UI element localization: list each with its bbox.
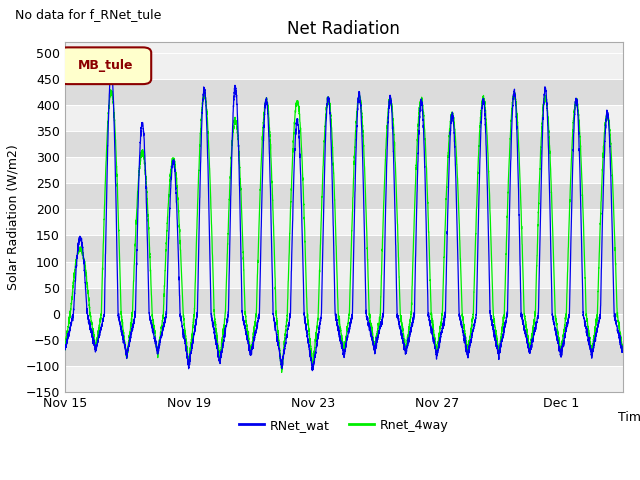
Title: Net Radiation: Net Radiation [287, 20, 400, 38]
Bar [65, 262, 623, 288]
Bar [65, 53, 623, 79]
Text: MB_tule: MB_tule [77, 59, 133, 72]
Y-axis label: Solar Radiation (W/m2): Solar Radiation (W/m2) [7, 144, 20, 290]
Bar [65, 340, 623, 366]
Bar [65, 79, 623, 105]
Bar [65, 288, 623, 314]
Bar [65, 366, 623, 392]
FancyBboxPatch shape [59, 48, 151, 84]
X-axis label: Time: Time [618, 411, 640, 424]
Bar [65, 314, 623, 340]
Bar [65, 105, 623, 131]
Bar [65, 235, 623, 262]
Bar [65, 131, 623, 157]
Text: No data for f_RNet_tule: No data for f_RNet_tule [15, 8, 161, 21]
Legend: RNet_wat, Rnet_4way: RNet_wat, Rnet_4way [234, 414, 454, 437]
Bar [65, 183, 623, 209]
Bar [65, 209, 623, 235]
Bar [65, 157, 623, 183]
